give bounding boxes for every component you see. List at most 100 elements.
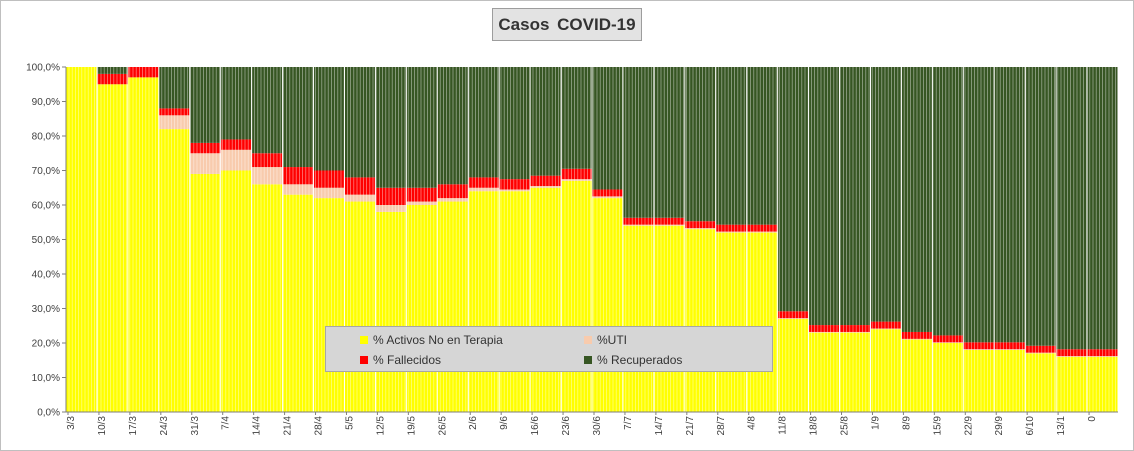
y-tick-label: 100,0% bbox=[26, 63, 60, 74]
bar-19-5-series-1 bbox=[406, 201, 437, 205]
bar-11-8-series-1 bbox=[778, 318, 809, 319]
bar-10-3-series-3 bbox=[97, 67, 128, 74]
bar-31-3-series-0 bbox=[190, 173, 221, 412]
bar-31-3-series-2 bbox=[190, 142, 221, 154]
bar-14-7-series-1 bbox=[654, 224, 685, 226]
bar-23-6-series-1 bbox=[561, 179, 592, 181]
bar-30-6-series-2 bbox=[592, 189, 623, 197]
bar-22-9-series-0 bbox=[963, 349, 994, 412]
x-tick-label: 13/1 bbox=[1056, 416, 1067, 436]
bar-14-7-series-2 bbox=[654, 217, 685, 225]
bar-21-4-series-0 bbox=[283, 194, 314, 412]
bar-9-6-series-0 bbox=[499, 191, 530, 412]
bar-17-3-series-2 bbox=[128, 67, 159, 78]
bar-21-7-series-1 bbox=[685, 228, 716, 230]
bar-4-8-series-0 bbox=[747, 232, 778, 412]
bar-21-7-series-2 bbox=[685, 221, 716, 229]
x-tick-label: 5/5 bbox=[344, 416, 355, 430]
bar-19-5-series-3 bbox=[406, 67, 437, 188]
bar-1-9-series-3 bbox=[870, 67, 901, 322]
legend-label-uti: %UTI bbox=[597, 333, 627, 347]
bar-4-8-series-1 bbox=[747, 231, 778, 233]
bar-13-10-series-2 bbox=[1056, 349, 1087, 357]
x-tick-label: 23/6 bbox=[561, 416, 572, 436]
bar-31-3-series-1 bbox=[190, 153, 221, 174]
y-tick-label: 0,0% bbox=[37, 408, 60, 419]
bar-28-4-series-3 bbox=[314, 67, 344, 171]
bar-14-7-series-0 bbox=[654, 225, 685, 412]
y-tick-label: 10,0% bbox=[32, 373, 60, 384]
bar-12-5-series-1 bbox=[375, 205, 406, 212]
x-tick-label: 6/10 bbox=[1025, 416, 1036, 436]
bar-4-8-series-3 bbox=[747, 67, 778, 225]
bar-23-6-series-2 bbox=[561, 168, 592, 180]
bar-12-5-series-3 bbox=[375, 67, 406, 188]
chart-title: Casos COVID-19 bbox=[492, 8, 642, 41]
bar-28-4-series-0 bbox=[314, 198, 344, 412]
x-tick-label: 0 bbox=[1087, 416, 1098, 422]
bar-6-10-series-3 bbox=[1025, 67, 1056, 346]
x-tick-label: 18/8 bbox=[809, 416, 820, 436]
bar-23-6-series-0 bbox=[561, 180, 592, 412]
x-tick-label: 30/6 bbox=[592, 416, 603, 436]
bar-15-9-series-1 bbox=[932, 342, 963, 343]
bar-9-6-series-3 bbox=[499, 67, 530, 180]
x-tick-label: 11/8 bbox=[778, 416, 789, 435]
legend-item-recuperados: % Recuperados bbox=[584, 353, 682, 367]
x-tick-label: 1/9 bbox=[870, 416, 881, 430]
bar-25-8-series-0 bbox=[840, 332, 870, 412]
bar-1-9-series-0 bbox=[870, 329, 901, 412]
bar-2-6-series-2 bbox=[468, 177, 499, 188]
bar-9-6-series-1 bbox=[499, 189, 530, 192]
bar-19-5-series-0 bbox=[406, 205, 437, 412]
bar-11-8-series-0 bbox=[778, 318, 809, 412]
bar-1-9-series-1 bbox=[870, 328, 901, 330]
legend-swatch-fallecidos bbox=[360, 356, 368, 364]
x-tick-label: 15/9 bbox=[932, 416, 943, 436]
x-tick-label: 29/9 bbox=[994, 416, 1005, 436]
bar-11-8-series-3 bbox=[778, 67, 809, 312]
y-tick-label: 50,0% bbox=[32, 235, 60, 246]
x-tick-label: 25/8 bbox=[840, 416, 851, 436]
x-tick-label: 28/4 bbox=[314, 416, 325, 436]
bar-25-8-series-1 bbox=[840, 331, 870, 333]
x-tick-label: 19/5 bbox=[406, 416, 417, 436]
legend-item-activos: % Activos No en Terapia bbox=[360, 333, 503, 347]
x-tick-label: 16/6 bbox=[530, 416, 541, 436]
bar-25-8-series-3 bbox=[840, 67, 870, 326]
legend-item-fallecidos: % Fallecidos bbox=[360, 353, 441, 367]
x-tick-label: 2/6 bbox=[468, 416, 479, 430]
legend-swatch-activos bbox=[360, 336, 368, 344]
y-tick-label: 20,0% bbox=[32, 339, 60, 350]
x-tick-label: 9/6 bbox=[499, 416, 510, 430]
x-tick-label: 22/9 bbox=[963, 416, 974, 436]
y-tick-label: 40,0% bbox=[32, 270, 60, 281]
y-tick-label: 60,0% bbox=[32, 201, 60, 212]
bar-15-9-series-3 bbox=[932, 67, 963, 336]
bar-15-9-series-2 bbox=[932, 335, 963, 343]
x-tick-label: 28/7 bbox=[716, 416, 727, 436]
x-tick-label: 21/4 bbox=[283, 416, 294, 436]
bar-13-10-series-3 bbox=[1056, 67, 1087, 350]
bar-2-6-series-0 bbox=[468, 191, 499, 412]
bar-7-4-series-2 bbox=[221, 139, 252, 150]
x-tick-label: 17/3 bbox=[128, 416, 139, 436]
bar-21-7-series-3 bbox=[685, 67, 716, 222]
bar-22-9-series-2 bbox=[963, 342, 994, 350]
bar-21-7-series-0 bbox=[685, 229, 716, 412]
legend-swatch-uti bbox=[584, 336, 592, 344]
x-tick-label: 26/5 bbox=[437, 416, 448, 436]
bar-15-9-series-0 bbox=[932, 343, 963, 412]
bar-13-10-series-1 bbox=[1056, 356, 1087, 357]
y-tick-label: 30,0% bbox=[32, 304, 60, 315]
x-tick-label: 3/3 bbox=[66, 416, 77, 430]
bar-7-4-series-0 bbox=[221, 170, 252, 412]
bar-10-3-series-0 bbox=[97, 84, 128, 412]
bar-14-7-series-3 bbox=[654, 67, 685, 218]
legend-item-uti: %UTI bbox=[584, 333, 627, 347]
x-tick-label: 7/4 bbox=[221, 416, 232, 430]
bar-6-10-series-2 bbox=[1025, 345, 1056, 353]
bar-21-4-series-2 bbox=[283, 167, 314, 185]
x-tick-label: 14/4 bbox=[252, 416, 263, 436]
